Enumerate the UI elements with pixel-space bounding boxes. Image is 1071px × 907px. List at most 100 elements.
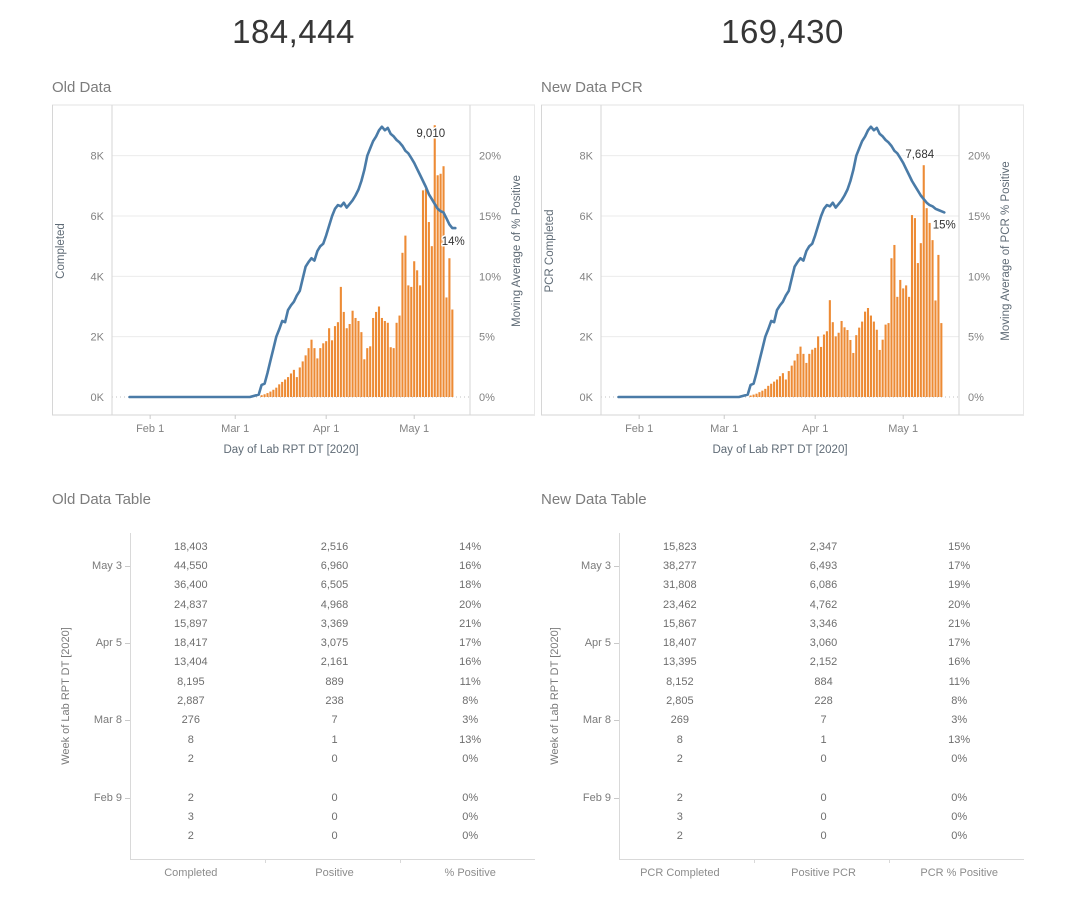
bar[interactable] [834,336,837,397]
bar[interactable] [322,343,325,397]
bar[interactable] [817,336,820,397]
bar[interactable] [875,329,878,397]
bar[interactable] [395,322,398,397]
bar[interactable] [369,346,372,397]
table-row[interactable]: 15,867 3,346 21% [541,614,1024,633]
bar[interactable] [278,384,281,397]
bar[interactable] [893,244,896,397]
bar[interactable] [313,348,316,397]
completed-bars[interactable] [749,165,943,398]
bar[interactable] [339,286,342,397]
bar[interactable] [855,335,858,397]
pct-positive-line[interactable] [128,125,457,399]
bar[interactable] [872,321,875,397]
table-row[interactable]: 2,887 238 8% [52,691,535,710]
bar[interactable] [840,320,843,397]
bar[interactable] [416,270,419,397]
bar[interactable] [307,348,310,397]
bar[interactable] [269,391,272,397]
table-row[interactable]: 2 0 0% [541,749,1024,768]
bar[interactable] [899,279,902,397]
bar[interactable] [281,381,284,397]
bar[interactable] [811,349,814,397]
bar[interactable] [773,381,776,397]
table-row[interactable]: 15,897 3,369 21% [52,614,535,633]
bar[interactable] [793,360,796,398]
bar[interactable] [328,328,331,397]
bar[interactable] [822,334,826,397]
bar[interactable] [404,235,407,397]
table-row[interactable]: 3 0 0% [541,807,1024,826]
table-row[interactable]: Feb 9 2 0 0% [541,788,1024,807]
bar[interactable] [413,261,416,397]
table-row[interactable]: 3 0 0% [52,807,535,826]
bar[interactable] [354,317,357,397]
table-row[interactable]: 13,404 2,161 16% [52,653,535,672]
bar[interactable] [869,315,872,397]
bar[interactable] [360,332,363,397]
bar[interactable] [351,310,354,397]
bar[interactable] [861,321,864,397]
bar[interactable] [931,240,934,397]
bar[interactable] [430,246,433,397]
table-row[interactable]: 2 0 0% [52,749,535,768]
table-row[interactable]: 8,152 884 11% [541,672,1024,691]
bar[interactable] [752,394,755,397]
table-row[interactable]: 15,823 2,347 15% [541,537,1024,556]
bar[interactable] [878,349,881,397]
bar[interactable] [758,392,761,397]
bar[interactable] [304,355,307,397]
bar[interactable] [427,222,430,397]
table-row[interactable]: Apr 5 18,407 3,060 17% [541,633,1024,652]
bar[interactable] [336,322,339,397]
bar[interactable] [342,311,345,397]
bar[interactable] [410,286,413,397]
table-row[interactable]: 8,195 889 11% [52,672,535,691]
bar[interactable] [366,348,369,397]
bar[interactable] [784,379,787,398]
bar[interactable] [767,385,770,397]
bar[interactable] [864,311,867,397]
bar[interactable] [799,346,802,397]
new-data-pcr-chart[interactable]: 0K 2K 4K 6K 8K 0% 5% 10% 15% 20% Feb 1 Mar 1 Apr 1 Ma… [541,100,1024,465]
table-row[interactable]: Mar 8 276 7 3% [52,711,535,730]
bar[interactable] [778,376,782,397]
bar[interactable] [407,285,410,397]
bar[interactable] [372,317,375,397]
bar[interactable] [419,285,422,397]
bar[interactable] [808,353,811,397]
bar[interactable] [331,340,334,397]
bar[interactable] [442,166,445,397]
bar[interactable] [398,315,401,397]
bar[interactable] [858,327,861,397]
bar[interactable] [333,326,337,397]
bar[interactable] [775,379,779,398]
bar[interactable] [919,243,922,397]
bar[interactable] [916,263,919,397]
bar[interactable] [286,377,290,397]
bar[interactable] [928,222,931,397]
old-data-chart[interactable]: 0K 2K 4K 6K 8K 0% 5% 10% 15% 20% Feb 1 Mar 1 Apr 1 Ma… [52,100,535,465]
table-row[interactable]: 8 1 13% [52,730,535,749]
bar[interactable] [275,387,278,397]
completed-bars[interactable] [260,125,454,398]
bar[interactable] [887,323,890,397]
bar[interactable] [749,395,752,397]
bar[interactable] [934,300,937,397]
bar[interactable] [445,297,448,397]
bar[interactable] [319,348,322,397]
bar[interactable] [940,323,943,397]
bar[interactable] [825,331,828,397]
bar[interactable] [401,252,404,397]
bar[interactable] [922,165,925,397]
bar[interactable] [814,347,817,397]
bar[interactable] [755,393,758,397]
bar[interactable] [913,218,916,397]
bar[interactable] [375,311,378,397]
table-row[interactable]: 36,400 6,505 18% [52,576,535,595]
bar[interactable] [881,339,884,397]
bar[interactable] [890,258,893,397]
bar[interactable] [377,306,381,398]
table-row[interactable]: 13,395 2,152 16% [541,653,1024,672]
bar[interactable] [424,188,427,397]
